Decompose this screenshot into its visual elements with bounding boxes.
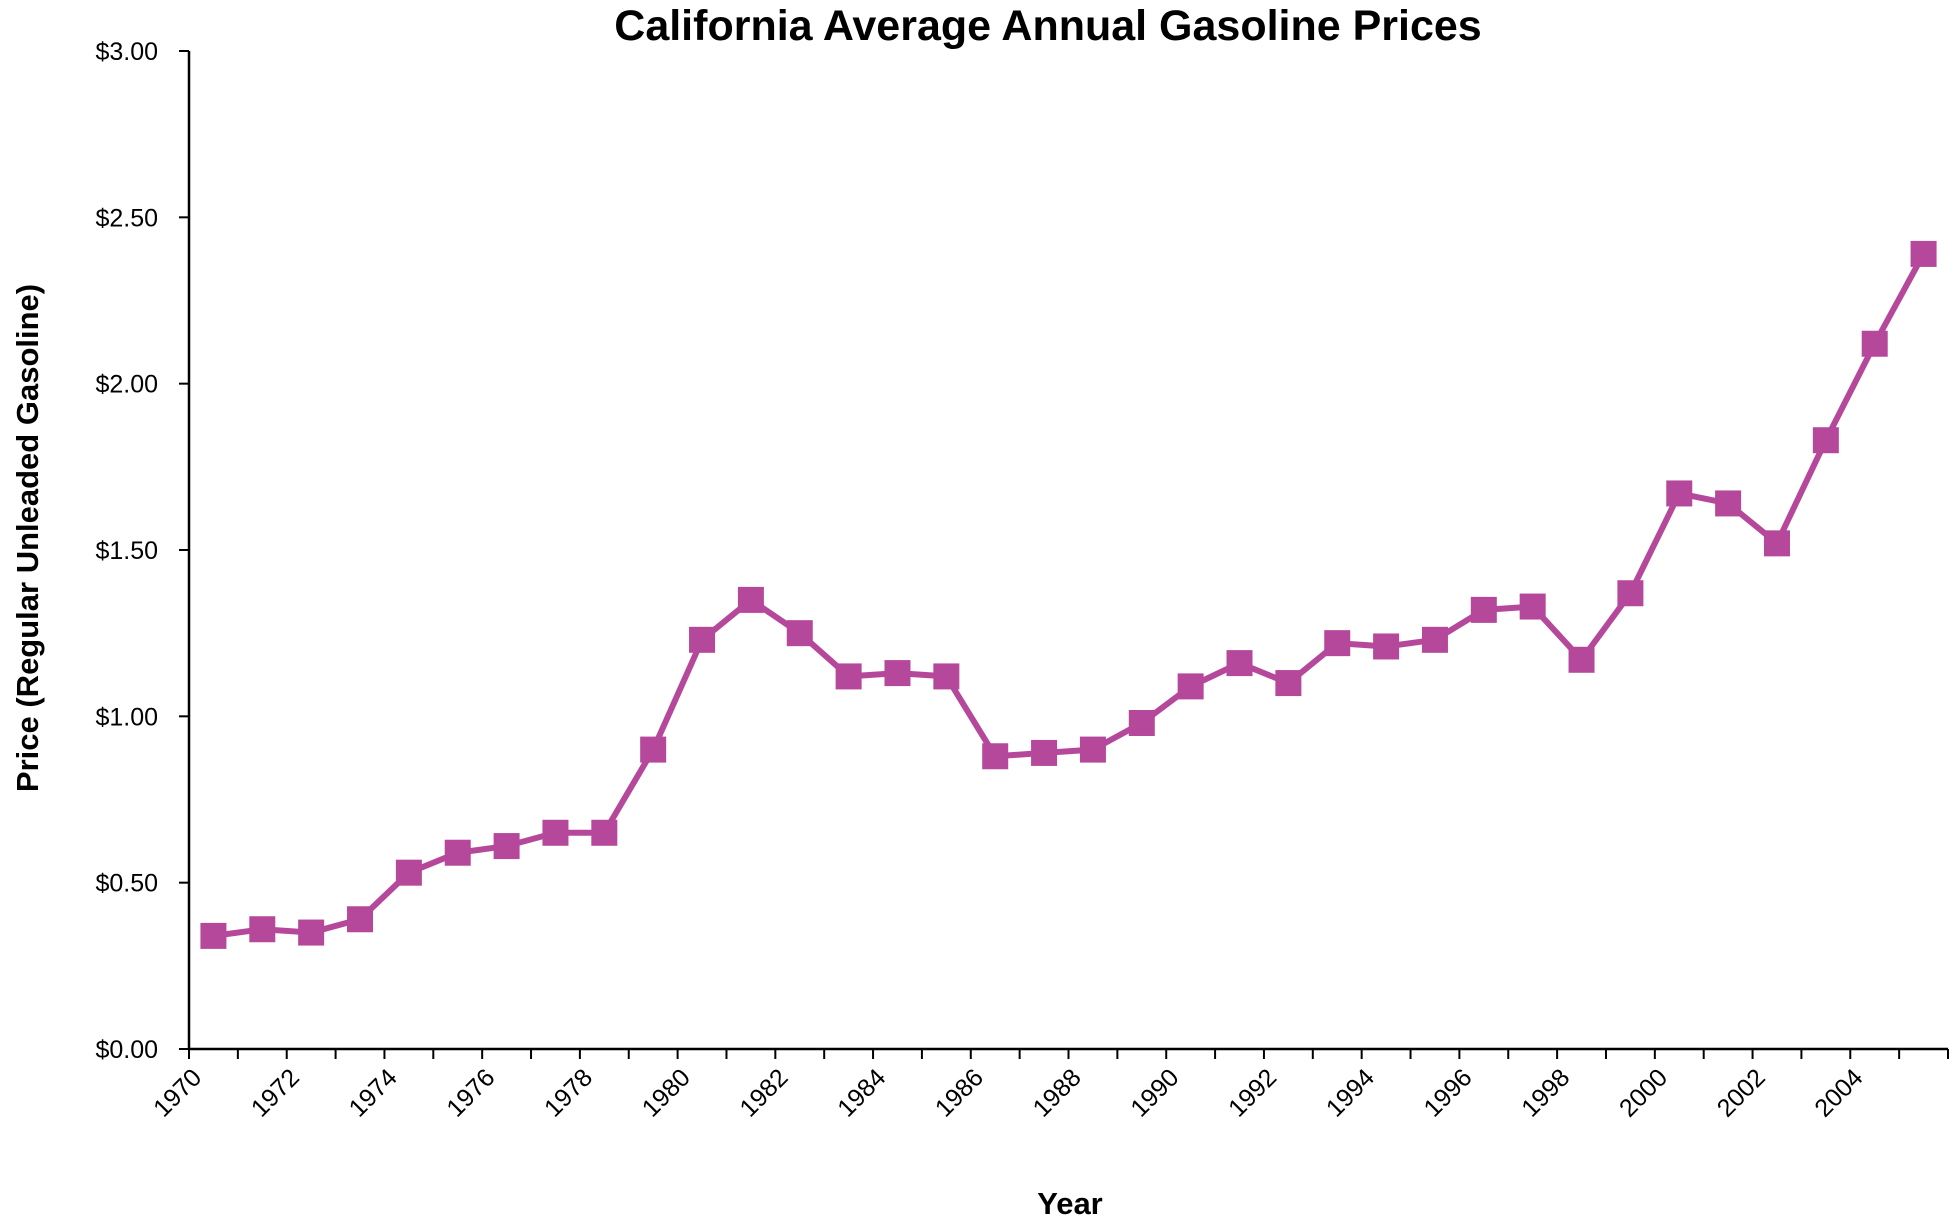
x-tick-label: 1998 [1516,1063,1575,1122]
series-line [213,252,1927,939]
y-tick-label: $1.00 [95,703,158,731]
data-point-marker [689,626,716,653]
x-axis-ticks: 1970 1972 1974 1976 1978 1980 1982 1984 1986 1988… [148,1049,1949,1123]
x-tick-label: 1982 [734,1063,793,1122]
data-point-marker [1715,490,1742,517]
data-point-marker [395,859,422,886]
data-point-marker [1470,596,1497,623]
y-tick-label: $0.50 [95,870,158,898]
y-axis-ticks: $0.00 $0.50 $1.00 $1.50 $2.00 $2.50 $3.00 [95,38,189,1064]
x-tick-label: 1986 [930,1063,989,1122]
data-point-marker [1128,709,1155,736]
data-point-marker [1275,670,1302,697]
data-point-marker [1666,480,1693,507]
data-point-marker [933,663,960,690]
y-tick-label: $2.00 [95,371,158,399]
axes [187,51,1948,1051]
data-point-marker [249,916,276,943]
data-point-marker [640,736,667,763]
x-tick-label: 1984 [832,1063,891,1122]
data-point-marker [1812,427,1839,454]
data-point-marker [786,620,813,647]
data-point-marker [835,663,862,690]
y-tick-label: $0.00 [95,1036,158,1064]
x-tick-label: 1978 [539,1063,598,1122]
data-point-marker [347,906,374,933]
data-point-marker [1324,630,1351,657]
data-point-marker [1519,593,1546,620]
y-tick-label: $3.00 [95,38,158,66]
x-tick-label: 2004 [1809,1063,1868,1122]
x-tick-label: 1970 [148,1063,207,1122]
data-point-marker [1910,240,1937,267]
y-tick-label: $1.50 [95,537,158,565]
data-point-marker [1861,330,1888,357]
x-tick-label: 2000 [1614,1063,1673,1122]
x-tick-label: 2002 [1712,1063,1771,1122]
data-point-marker [444,839,471,866]
x-tick-label: 1994 [1321,1063,1380,1122]
x-tick-label: 1974 [344,1063,403,1122]
x-tick-label: 1980 [637,1063,696,1122]
x-tick-label: 1972 [246,1063,305,1122]
series-group [200,240,1937,949]
data-point-marker [1568,646,1595,673]
data-point-marker [1763,530,1790,557]
data-point-marker [200,922,227,949]
data-point-marker [1031,739,1058,766]
x-tick-label: 1976 [441,1063,500,1122]
x-axis-label: Year [1037,1186,1103,1221]
chart-title: California Average Annual Gasoline Price… [614,2,1481,50]
data-point-marker [298,919,325,946]
x-tick-label: 1988 [1028,1063,1087,1122]
data-point-marker [737,586,764,613]
data-point-marker [1079,736,1106,763]
data-point-marker [493,833,520,860]
y-axis-label: Price (Regular Unleaded Gasoline) [10,284,45,792]
data-point-marker [1373,633,1400,660]
x-tick-label: 1996 [1418,1063,1477,1122]
y-tick-label: $2.50 [95,204,158,232]
data-point-marker [1177,673,1204,700]
x-tick-label: 1990 [1125,1063,1184,1122]
data-point-marker [1617,580,1644,607]
data-point-marker [542,819,569,846]
data-point-marker [884,660,911,687]
data-point-marker [1421,626,1448,653]
data-point-marker [1226,650,1253,677]
data-point-marker [591,819,618,846]
x-tick-label: 1992 [1223,1063,1282,1122]
data-point-marker [982,743,1009,770]
